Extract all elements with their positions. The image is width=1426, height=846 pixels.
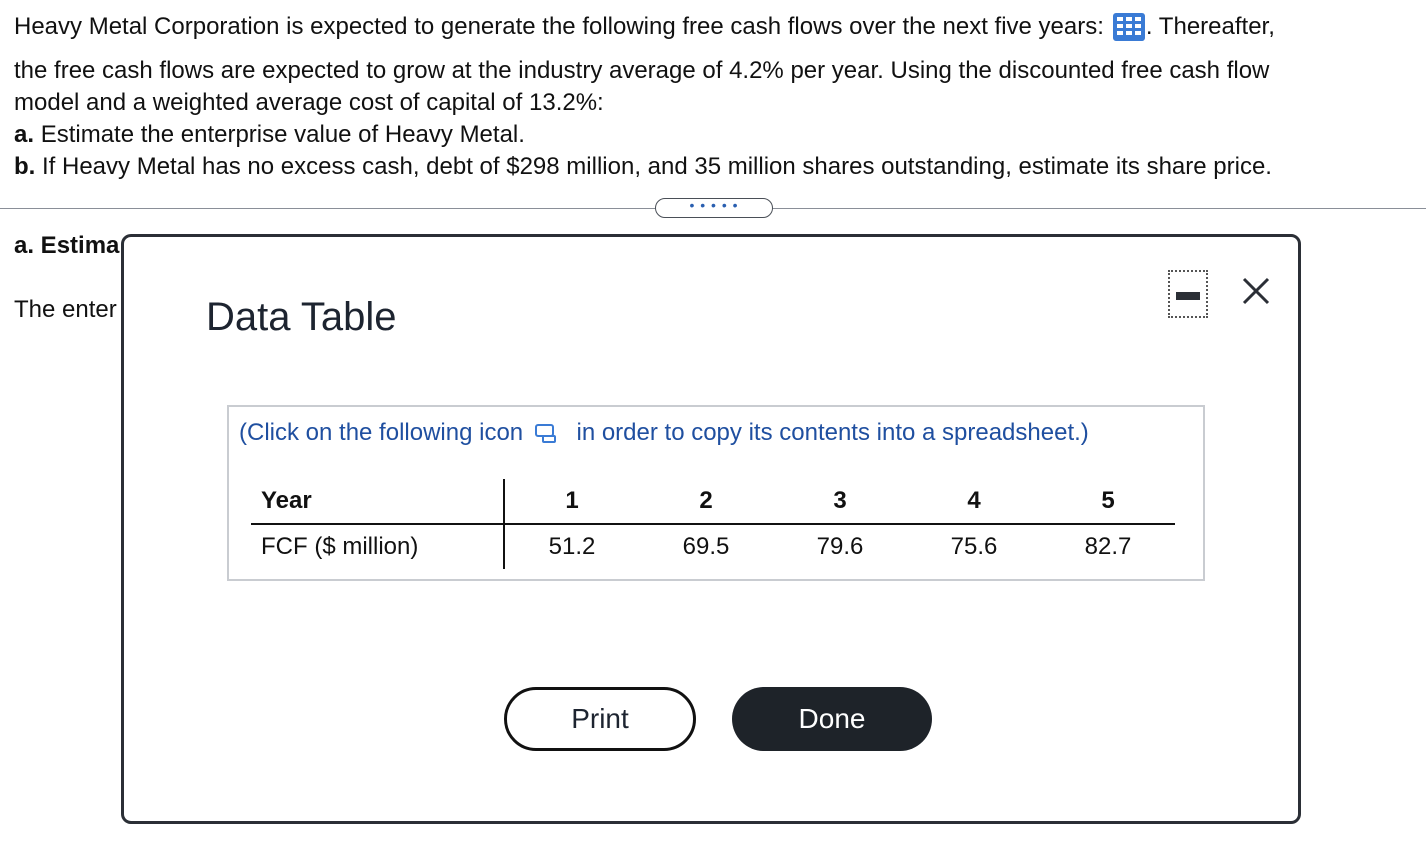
- data-table-dialog: Data Table (Click on the following icon …: [121, 234, 1301, 824]
- instruction-after-text: in order to copy its contents into a spr…: [576, 419, 1089, 446]
- fcf-year-1: 51.2: [548, 533, 596, 560]
- fcf-year-2: 69.5: [682, 533, 730, 560]
- question-part-b: b. If Heavy Metal has no excess cash, de…: [14, 152, 1272, 182]
- question-part-a: a. Estimate the enterprise value of Heav…: [14, 120, 525, 150]
- minimize-button[interactable]: [1168, 270, 1208, 318]
- data-table-grid-icon[interactable]: [1112, 12, 1146, 42]
- year-1-header: 1: [504, 479, 639, 525]
- close-icon: [1242, 277, 1270, 305]
- part-b-text: If Heavy Metal has no excess cash, debt …: [42, 153, 1272, 180]
- done-button[interactable]: Done: [732, 687, 932, 751]
- year-header: Year: [251, 479, 505, 525]
- close-button[interactable]: [1236, 271, 1276, 311]
- table-header-row: Year 1 2 3 4 5: [251, 479, 1175, 525]
- fcf-year-5: 82.7: [1084, 533, 1132, 560]
- print-button[interactable]: Print: [504, 687, 696, 751]
- expand-toggle-button[interactable]: • • • • •: [655, 198, 773, 218]
- fcf-year-4: 75.6: [950, 533, 998, 560]
- instruction-before-text: (Click on the following icon: [239, 419, 524, 446]
- part-a-text: Estimate the enterprise value of Heavy M…: [40, 121, 525, 148]
- question-thereafter-text: . Thereafter,: [1145, 13, 1275, 40]
- copy-to-spreadsheet-icon[interactable]: [534, 422, 558, 444]
- fcf-year-3: 79.6: [816, 533, 864, 560]
- minimize-icon: [1176, 292, 1200, 300]
- fcf-row-label: FCF ($ million): [251, 524, 505, 569]
- answer-enterprise-text: The enter: [14, 296, 117, 323]
- part-a-label: a.: [14, 121, 35, 148]
- question-line-2: the free cash flows are expected to grow…: [14, 57, 1270, 84]
- year-3-header: 3: [773, 479, 907, 525]
- question-line-3: model and a weighted average cost of cap…: [14, 89, 604, 116]
- year-5-header: 5: [1041, 479, 1175, 525]
- question-intro-text: Heavy Metal Corporation is expected to g…: [14, 13, 1104, 40]
- dialog-title: Data Table: [206, 295, 397, 339]
- answer-part-a-heading: a. Estima: [14, 232, 120, 259]
- fcf-table: Year 1 2 3 4 5 FCF ($ million) 51.2 69.5…: [251, 479, 1175, 569]
- data-table-container: (Click on the following icon in order to…: [227, 405, 1205, 581]
- year-4-header: 4: [907, 479, 1041, 525]
- year-2-header: 2: [639, 479, 773, 525]
- question-line-1: Heavy Metal Corporation is expected to g…: [14, 12, 1275, 42]
- part-b-label: b.: [14, 153, 36, 180]
- table-row: FCF ($ million) 51.2 69.5 79.6 75.6 82.7: [251, 524, 1175, 569]
- copy-instruction: (Click on the following icon in order to…: [239, 419, 1089, 447]
